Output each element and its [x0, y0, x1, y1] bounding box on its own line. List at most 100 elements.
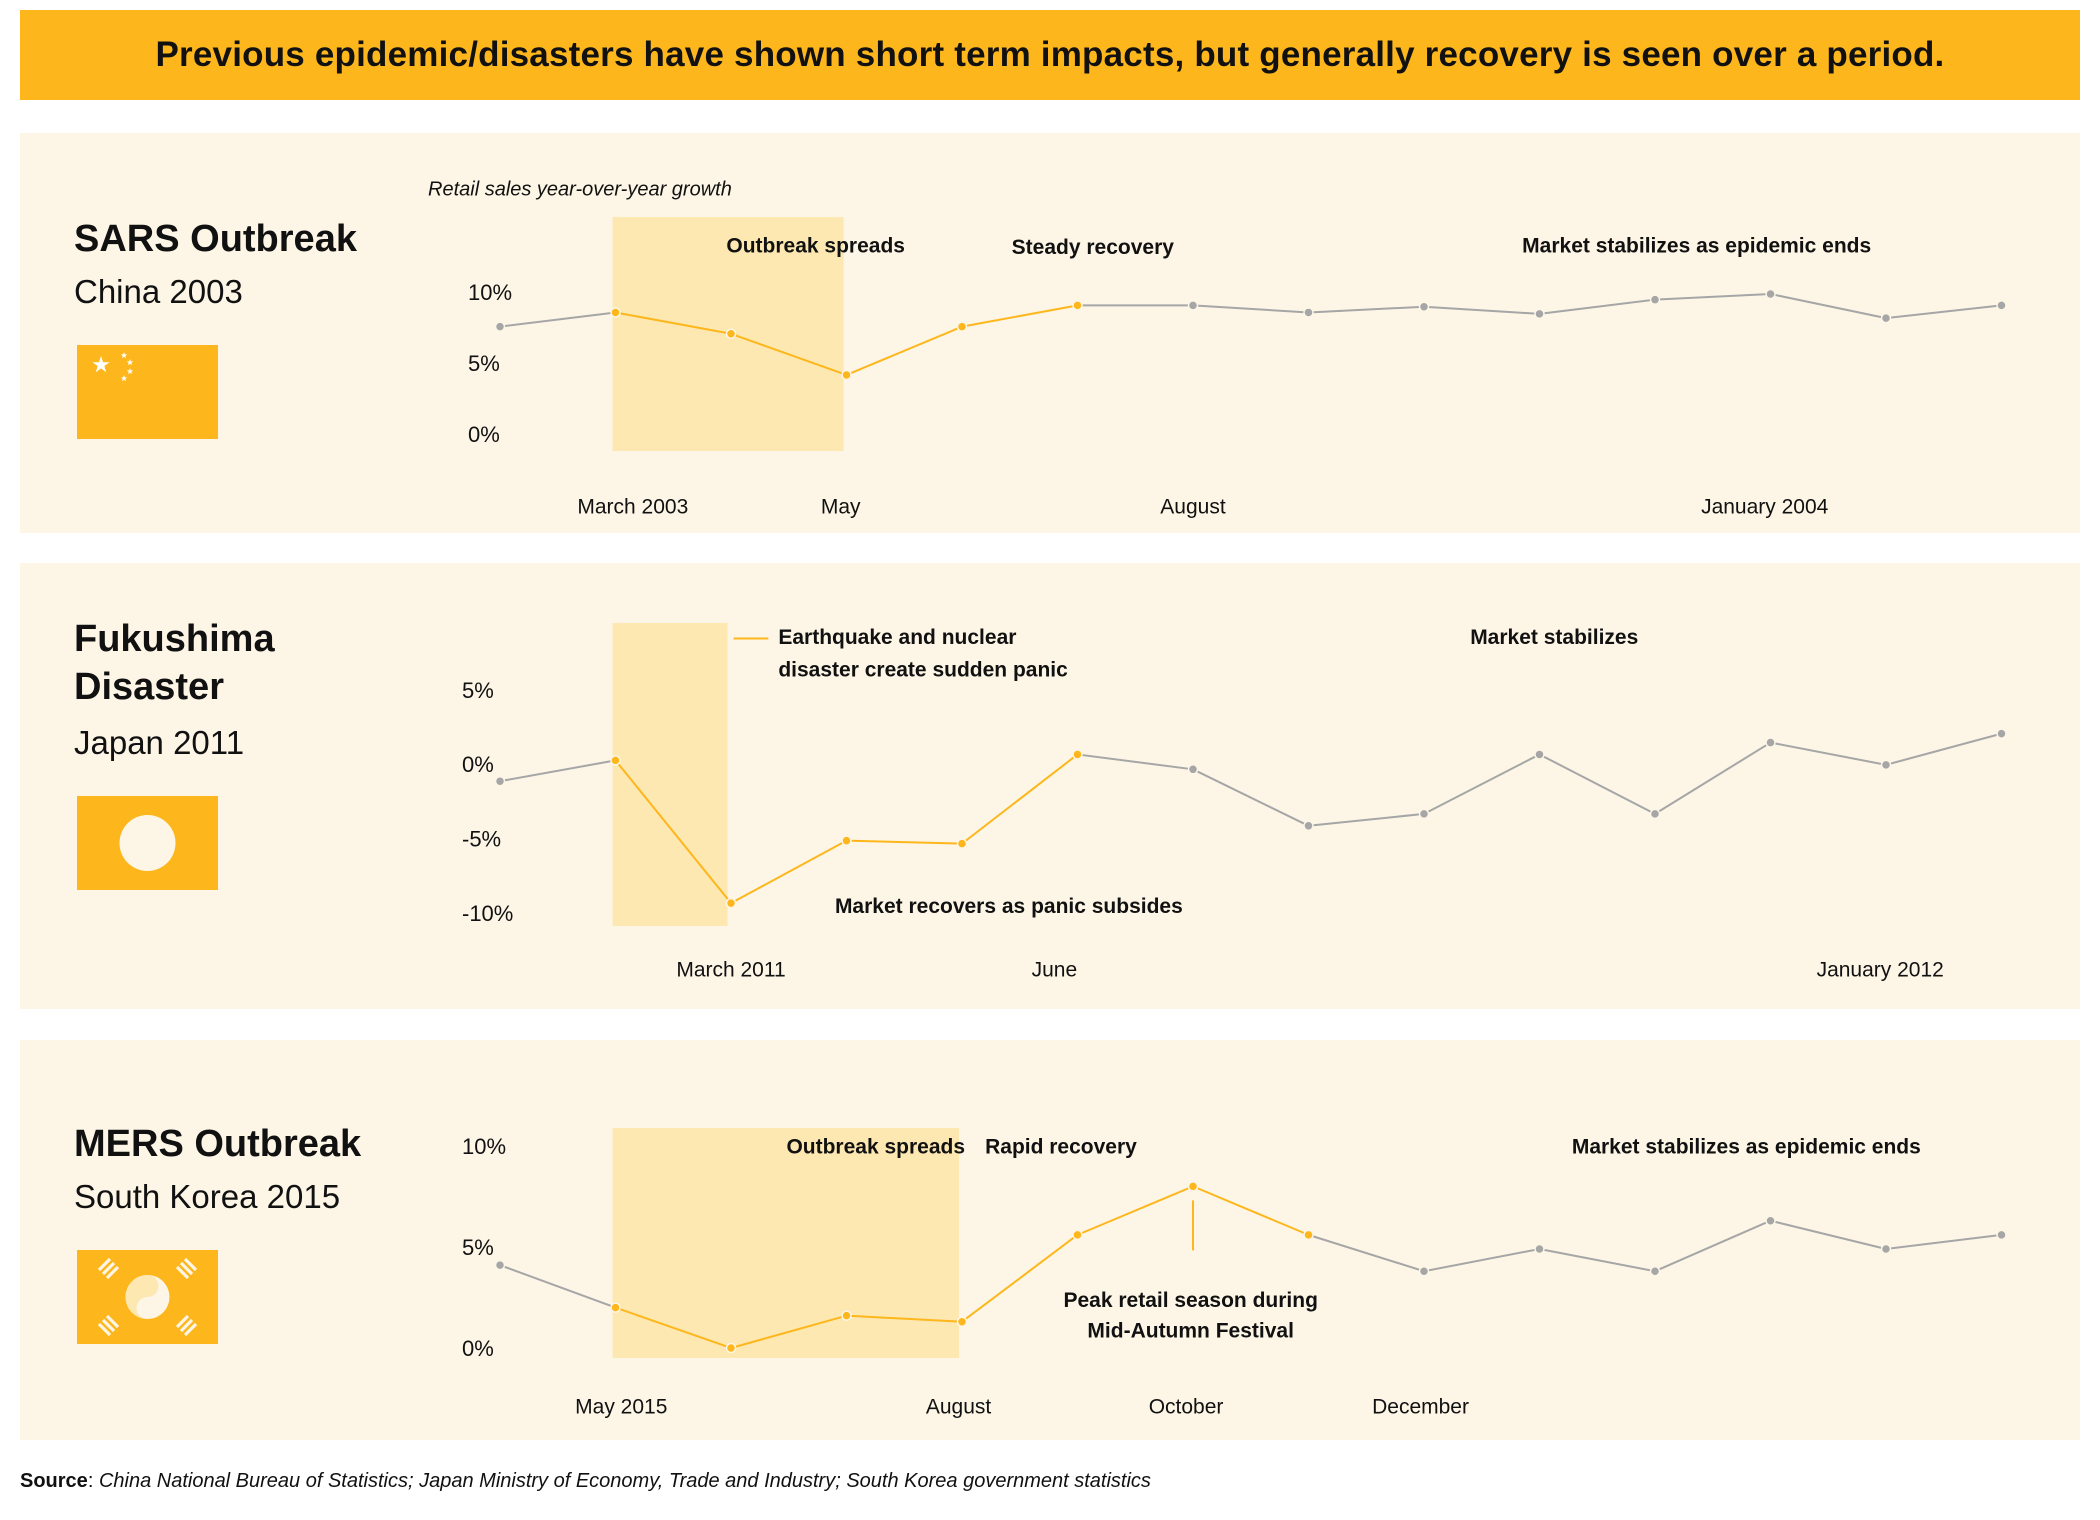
data-point: [1187, 1181, 1199, 1192]
fukushima-line-chart: -10% -5% 0% 5% March 2011 June January 2012 Ear…: [462, 623, 2007, 982]
data-point: [841, 835, 852, 846]
panel-title: Fukushima Disaster: [74, 618, 275, 708]
annotation: Earthquake and nuclear: [778, 626, 1016, 649]
title-banner: Previous epidemic/disasters have shown s…: [20, 10, 2080, 100]
y-tick-label: 5%: [462, 1235, 494, 1260]
x-tick-label: May 2015: [575, 1396, 667, 1419]
x-tick-label: December: [1372, 1396, 1469, 1419]
data-point: [1303, 307, 1314, 318]
data-point: [1187, 300, 1199, 311]
annotation: Market stabilizes: [1470, 626, 1638, 649]
annotation: Market recovers as panic subsides: [835, 895, 1183, 918]
series-segment: [1539, 753, 1656, 815]
data-point: [1187, 764, 1199, 775]
series-segment: [499, 1264, 616, 1309]
series-segment: [499, 311, 616, 328]
series-segment: [730, 839, 847, 904]
y-tick-label: 5%: [462, 678, 494, 703]
series-segment: [1770, 293, 1887, 320]
series-segment: [961, 1234, 1079, 1323]
x-tick-label: May: [821, 496, 861, 519]
page-title: Previous epidemic/disasters have shown s…: [155, 35, 1945, 74]
data-point: [1534, 749, 1545, 760]
panel-title: MERS Outbreak: [74, 1123, 362, 1165]
series-segment: [1192, 768, 1309, 827]
mers-line-chart: 0% 5% 10% May 2015 August October December Outb…: [462, 1128, 2007, 1419]
series-segment: [1770, 741, 1887, 766]
data-point: [1765, 1215, 1776, 1226]
y-tick-label: -5%: [462, 826, 501, 851]
y-tick-label: 10%: [468, 280, 512, 305]
data-point: [725, 1342, 737, 1354]
data-point: [1303, 820, 1314, 832]
data-point: [725, 897, 737, 909]
japan-flag-icon: [77, 796, 218, 890]
data-point: [1303, 1229, 1314, 1241]
series-segment: [1770, 1219, 1887, 1250]
panel-subtitle: Japan 2011: [74, 724, 245, 761]
y-tick-label: 0%: [462, 1336, 494, 1361]
source-label: Source: [20, 1470, 88, 1492]
panel-title: SARS Outbreak: [74, 218, 357, 260]
series-segment: [961, 304, 1078, 328]
y-tick-label: 0%: [468, 422, 500, 447]
annotation: Outbreak spreads: [726, 235, 905, 258]
x-tick-label: October: [1149, 1396, 1224, 1419]
china-flag-icon: [77, 345, 218, 439]
data-point: [1418, 808, 1430, 820]
annotation: Rapid recovery: [985, 1136, 1137, 1159]
series-segment: [1539, 298, 1656, 315]
data-point: [1649, 1265, 1661, 1277]
data-point: [610, 755, 621, 766]
series-segment: [1654, 293, 1771, 301]
series-segment: [1539, 1248, 1656, 1273]
data-point: [1996, 300, 2007, 311]
series-segment: [1885, 304, 2002, 320]
series-segment: [1308, 305, 1425, 314]
series-segment: [846, 839, 963, 845]
data-point: [1880, 759, 1892, 771]
series-segment: [615, 311, 732, 335]
data-point: [1649, 808, 1661, 820]
series-segment: [846, 325, 963, 376]
x-tick-label: March 2003: [577, 496, 688, 519]
series-segment: [1885, 732, 2002, 766]
data-point: [1996, 1229, 2007, 1241]
highlight-band: [612, 623, 728, 926]
series-segment: [846, 1314, 963, 1323]
series-segment: [1423, 753, 1540, 815]
annotation: Outbreak spreads: [786, 1136, 965, 1159]
series-segment: [1423, 305, 1540, 315]
data-point: [494, 1259, 506, 1271]
data-point: [725, 328, 737, 340]
data-point: [1418, 1265, 1430, 1277]
series-segment: [614, 759, 732, 904]
annotation: Market stabilizes as epidemic ends: [1522, 235, 1871, 258]
series-segment: [1192, 1185, 1309, 1236]
series-segment: [1077, 753, 1194, 771]
data-point: [494, 775, 506, 787]
series-segment: [1885, 1233, 2002, 1250]
mers-panel: MERS Outbreak South Korea 2015 0% 5% 10% Ma…: [20, 1040, 2080, 1440]
series-segment: [499, 759, 616, 783]
data-point: [956, 321, 968, 332]
series-segment: [1077, 1185, 1194, 1236]
x-tick-label: January 2012: [1817, 959, 1944, 982]
annotation: Steady recovery: [1012, 236, 1175, 259]
data-point: [1765, 737, 1776, 748]
data-point: [1072, 749, 1083, 760]
fukushima-panel: Fukushima Disaster Japan 2011 -10% -5% 0% 5…: [20, 563, 2080, 1009]
series-segment: [1308, 1233, 1425, 1273]
x-tick-label: August: [1160, 496, 1226, 519]
series-segment: [1308, 812, 1425, 827]
south-korea-flag-icon: [77, 1250, 218, 1344]
data-point: [1418, 301, 1430, 313]
data-point: [1534, 308, 1545, 320]
series-segment: [1423, 1248, 1540, 1273]
source-text: China National Bureau of Statistics; Jap…: [98, 1470, 1151, 1492]
data-point: [841, 1310, 852, 1321]
panel-subtitle: China 2003: [74, 273, 243, 310]
data-point: [956, 1316, 968, 1327]
data-point: [1649, 294, 1661, 305]
series-segment: [1192, 304, 1309, 314]
